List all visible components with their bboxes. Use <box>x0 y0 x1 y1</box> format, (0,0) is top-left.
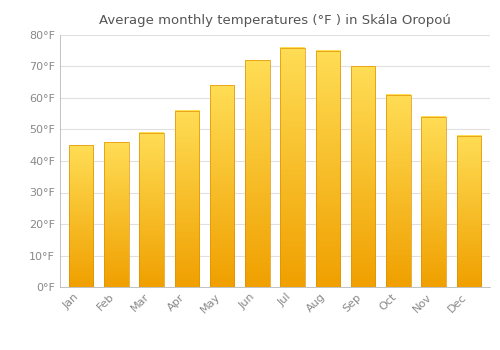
Title: Average monthly temperatures (°F ) in Skála Oropoú: Average monthly temperatures (°F ) in Sk… <box>99 14 451 27</box>
Bar <box>422 117 446 287</box>
Bar <box>140 133 164 287</box>
Bar <box>174 111 199 287</box>
Bar <box>351 66 376 287</box>
Bar <box>245 60 270 287</box>
Bar <box>69 145 94 287</box>
Bar <box>104 142 128 287</box>
Bar <box>316 51 340 287</box>
Bar <box>386 95 410 287</box>
Bar <box>456 136 481 287</box>
Bar <box>280 48 305 287</box>
Bar <box>210 85 234 287</box>
